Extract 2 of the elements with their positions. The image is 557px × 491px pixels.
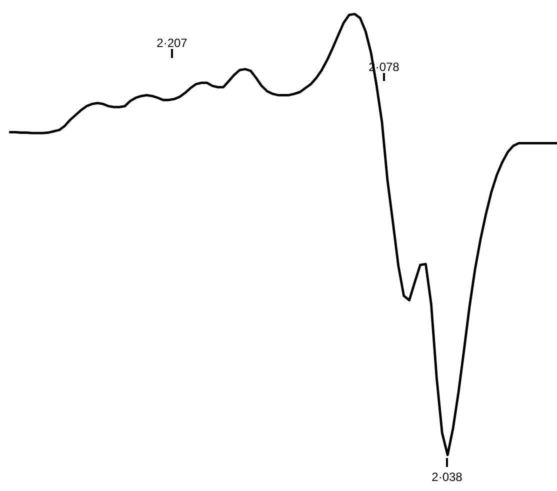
text: 2·038 bbox=[432, 470, 462, 484]
annotation: 2·207 bbox=[156, 36, 188, 50]
